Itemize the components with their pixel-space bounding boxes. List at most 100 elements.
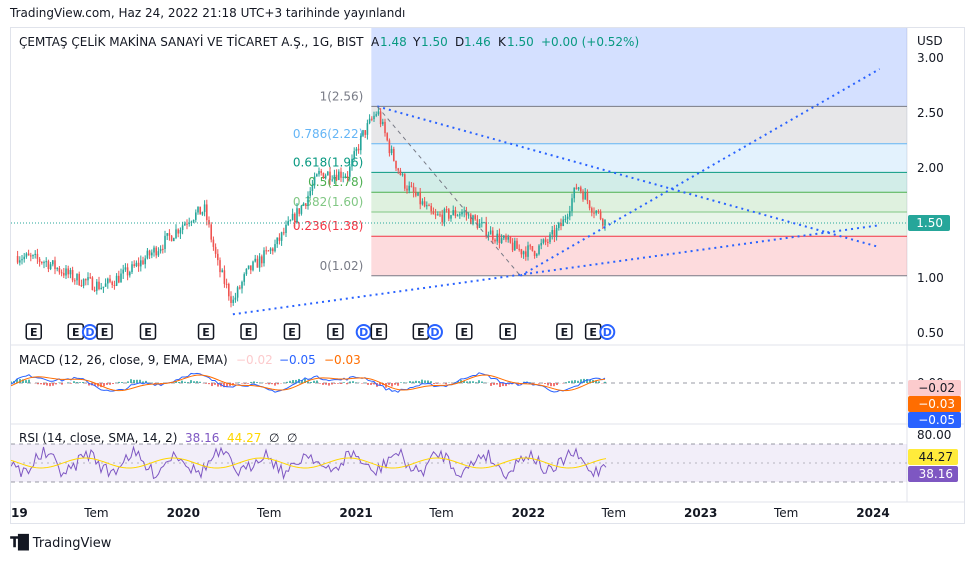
candle-body	[263, 250, 265, 264]
candle-body	[472, 215, 474, 225]
candle-body	[417, 192, 419, 196]
earnings-marker-label: E	[288, 326, 296, 339]
candle-body	[577, 187, 580, 190]
candle-body	[298, 208, 301, 214]
candle-body	[201, 212, 204, 215]
earnings-marker	[370, 323, 388, 340]
macd-histogram-bar	[217, 383, 219, 387]
macd-histogram-bar	[598, 381, 600, 383]
candle-body	[540, 242, 543, 246]
macd-histogram-bar	[40, 383, 42, 385]
macd-histogram-bar	[133, 379, 135, 383]
candle-body	[54, 260, 56, 270]
rsi-na-value: ∅	[269, 431, 279, 445]
macd-histogram-bar	[52, 383, 54, 386]
candle-body	[560, 222, 562, 227]
time-tick-label: Tem	[256, 506, 281, 520]
macd-histogram-bar	[61, 383, 63, 385]
macd-signal-value: −0.03	[324, 353, 361, 367]
candle-body	[43, 262, 45, 264]
candle-body	[525, 251, 527, 257]
macd-histogram-bar	[517, 383, 519, 386]
candle-body	[104, 283, 107, 287]
macd-histogram-bar	[328, 383, 330, 386]
candle-body	[80, 285, 83, 287]
candle-body	[351, 158, 353, 167]
candle-body	[129, 272, 131, 276]
time-tick-label: Tem	[83, 506, 108, 520]
macd-histogram-bar	[181, 380, 183, 383]
candle-body	[522, 251, 525, 255]
candle-body	[538, 245, 540, 255]
candle-body	[597, 210, 600, 212]
candle-body	[362, 130, 364, 136]
macd-histogram-bar	[478, 380, 480, 383]
candle-body	[375, 114, 378, 116]
macd-histogram-bar	[313, 380, 315, 383]
candle-body	[450, 215, 452, 219]
candle-body	[219, 260, 221, 273]
macd-histogram-bar	[304, 378, 306, 383]
candle-body	[399, 170, 402, 176]
symbol-title: ÇEMTAŞ ÇELİK MAKİNA SANAYİ VE TİCARET A.…	[19, 34, 364, 49]
candle-body	[454, 210, 457, 216]
macd-histogram-bar	[16, 378, 18, 383]
macd-histogram-bar	[430, 381, 432, 383]
fib-level-label: 0.236(1.38)	[293, 219, 363, 233]
macd-histogram-bar	[286, 381, 288, 383]
chart-canvas[interactable]: 1(2.56) 0.786(2.22) 0.618(1.96) 0.5(1.78) 0.…	[0, 28, 964, 523]
trend-lines[interactable]	[232, 68, 881, 316]
candle-body	[267, 250, 270, 252]
candle-body	[85, 279, 87, 281]
candle-body	[324, 175, 327, 179]
candle-body	[223, 270, 226, 284]
rsi-line	[10, 445, 607, 481]
macd-histogram-bar	[247, 383, 249, 384]
earnings-marker	[96, 323, 113, 340]
candle-body	[448, 209, 450, 219]
candle-body	[492, 230, 494, 240]
footer-brand[interactable]: 𝐓█ TradingView	[10, 535, 111, 551]
macd-histogram-bar	[226, 383, 228, 387]
macd-histogram-bar	[292, 380, 294, 383]
fib-level-label: 0.618(1.96)	[293, 155, 363, 169]
fibonacci-retracement[interactable]: 1(2.56) 0.786(2.22) 0.618(1.96) 0.5(1.78) 0.…	[293, 28, 907, 277]
time-tick-label: 2019	[11, 506, 28, 520]
dividend-marker-label: D	[85, 326, 94, 339]
candle-body	[135, 262, 138, 267]
macd-title: MACD (12, 26, close, 9, EMA, EMA)	[19, 353, 228, 367]
macd-histogram-bar	[268, 383, 270, 385]
macd-histogram-bar	[466, 381, 468, 383]
candle-body	[408, 185, 411, 191]
candle-body	[373, 115, 375, 120]
candle-body	[322, 172, 325, 179]
candle-body	[300, 205, 303, 214]
candle-body	[65, 268, 67, 276]
macd-histogram-bar	[106, 383, 108, 385]
macd-histogram-bar	[475, 382, 477, 383]
candle-body	[536, 254, 538, 256]
macd-histogram-bar	[79, 382, 81, 383]
earnings-marker-label: E	[589, 326, 597, 339]
macd-histogram-bar	[265, 383, 267, 384]
candle-body	[463, 211, 466, 213]
dividend-marker-label: D	[359, 326, 368, 339]
currency-label: USD	[917, 34, 943, 48]
macd-histogram-bar	[574, 380, 576, 383]
candle-body	[166, 233, 169, 236]
candle-body	[272, 248, 274, 252]
last-price-badge	[908, 215, 950, 231]
candle-body	[591, 208, 593, 213]
macd-histogram-bar	[409, 381, 411, 383]
candle-body	[349, 166, 351, 177]
candle-body	[437, 214, 439, 216]
candle-body	[265, 250, 268, 252]
candle-body	[173, 238, 175, 242]
candle-body	[296, 208, 298, 223]
candle-body	[498, 233, 501, 244]
macd-axis-badge-label: −0.05	[918, 413, 955, 427]
macd-histogram-bar	[457, 381, 459, 383]
candle-body	[107, 278, 109, 284]
macd-axis-badge	[908, 380, 961, 396]
candle-body	[382, 121, 384, 125]
